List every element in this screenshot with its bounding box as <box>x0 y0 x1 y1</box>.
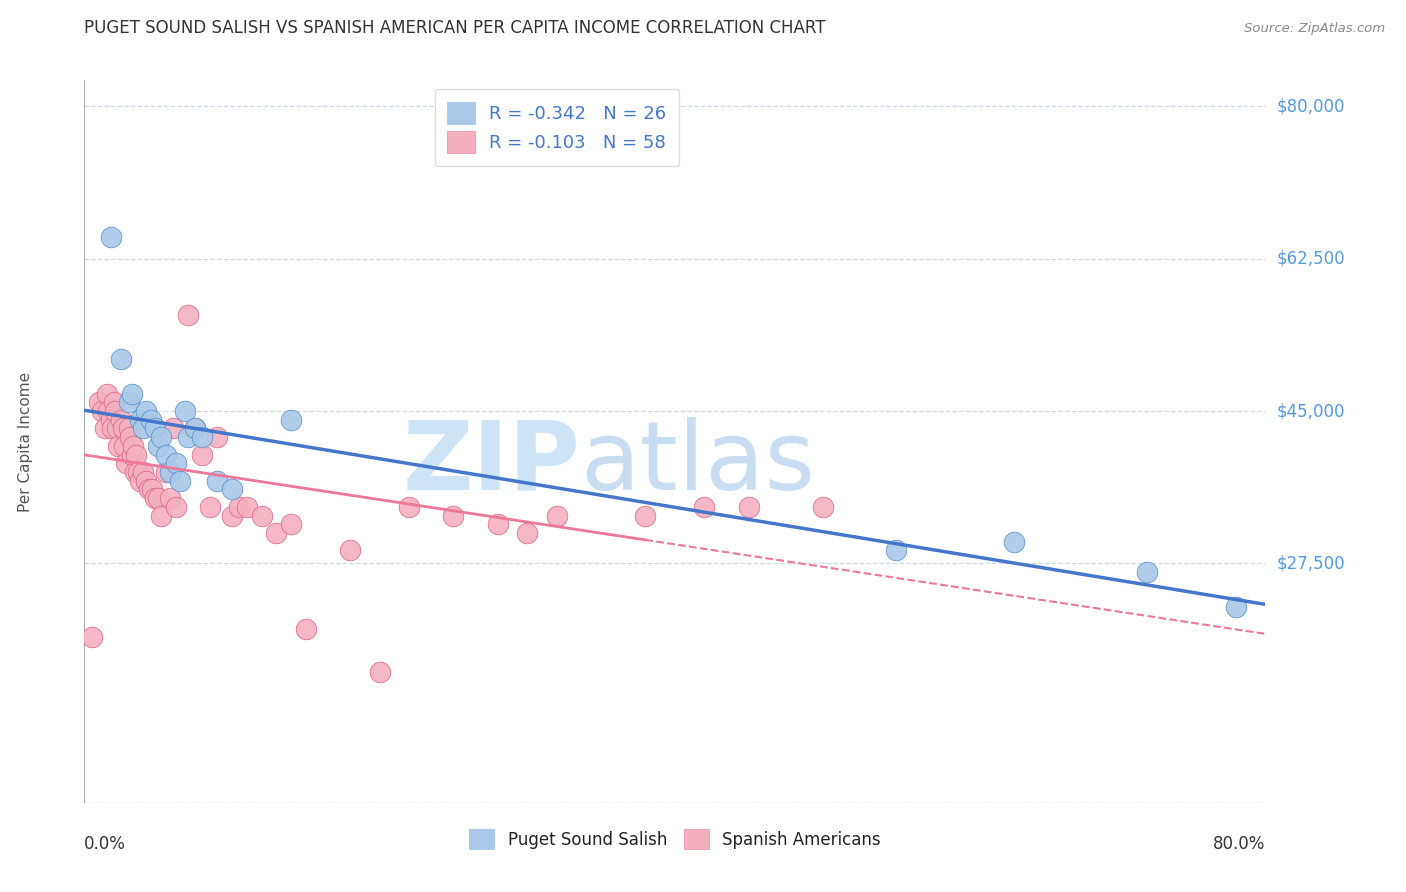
Point <box>143 491 166 505</box>
Point <box>129 474 152 488</box>
Point <box>738 500 761 514</box>
Point <box>221 508 243 523</box>
Point <box>280 517 302 532</box>
Point <box>124 465 146 479</box>
Point <box>155 448 177 462</box>
Point <box>143 421 166 435</box>
Point <box>546 508 568 523</box>
Point <box>105 421 128 435</box>
Text: $62,500: $62,500 <box>1277 250 1346 268</box>
Text: $27,500: $27,500 <box>1277 555 1346 573</box>
Point <box>91 404 114 418</box>
Point <box>104 404 127 418</box>
Point <box>207 474 229 488</box>
Text: 80.0%: 80.0% <box>1213 835 1265 854</box>
Point <box>398 500 420 514</box>
Point <box>96 386 118 401</box>
Point <box>1004 534 1026 549</box>
Point <box>135 404 157 418</box>
Point <box>122 439 145 453</box>
Text: atlas: atlas <box>581 417 815 509</box>
Point <box>486 517 509 532</box>
Point <box>148 439 170 453</box>
Point <box>129 413 152 427</box>
Point <box>103 395 125 409</box>
Point <box>139 413 162 427</box>
Point <box>228 500 250 514</box>
Point <box>516 525 538 540</box>
Point <box>94 421 117 435</box>
Point <box>184 421 207 435</box>
Text: $80,000: $80,000 <box>1277 97 1346 115</box>
Point <box>120 430 142 444</box>
Point <box>112 439 135 453</box>
Point <box>114 456 136 470</box>
Point <box>207 430 229 444</box>
Point <box>886 543 908 558</box>
Point <box>184 421 207 435</box>
Point <box>111 421 134 435</box>
Text: Per Capita Income: Per Capita Income <box>18 371 32 512</box>
Point <box>138 483 160 497</box>
Point <box>811 500 834 514</box>
Point <box>236 500 259 514</box>
Point <box>165 456 187 470</box>
Point <box>100 230 122 244</box>
Point <box>132 421 155 435</box>
Point <box>118 395 141 409</box>
Legend: Puget Sound Salish, Spanish Americans: Puget Sound Salish, Spanish Americans <box>460 819 890 860</box>
Text: 0.0%: 0.0% <box>84 835 127 854</box>
Text: $45,000: $45,000 <box>1277 402 1346 420</box>
Text: ZIP: ZIP <box>402 417 581 509</box>
Point <box>250 508 273 523</box>
Point <box>177 430 200 444</box>
Point <box>159 491 181 505</box>
Point <box>177 308 200 322</box>
Point <box>127 465 149 479</box>
Point <box>100 413 122 427</box>
Point <box>150 508 173 523</box>
Point <box>191 430 214 444</box>
Point <box>121 448 143 462</box>
Point <box>1225 599 1247 614</box>
Point <box>110 351 132 366</box>
Text: PUGET SOUND SALISH VS SPANISH AMERICAN PER CAPITA INCOME CORRELATION CHART: PUGET SOUND SALISH VS SPANISH AMERICAN P… <box>84 19 825 37</box>
Text: Source: ZipAtlas.com: Source: ZipAtlas.com <box>1244 22 1385 36</box>
Point <box>97 404 120 418</box>
Point <box>339 543 361 558</box>
Point <box>101 421 124 435</box>
Point <box>110 413 132 427</box>
Point <box>221 483 243 497</box>
Point <box>634 508 657 523</box>
Point <box>87 395 111 409</box>
Point <box>159 465 181 479</box>
Point <box>121 386 143 401</box>
Point <box>173 404 195 418</box>
Point <box>198 500 221 514</box>
Point <box>368 665 391 680</box>
Point <box>118 421 141 435</box>
Point <box>280 413 302 427</box>
Point <box>135 474 157 488</box>
Point <box>443 508 465 523</box>
Point <box>266 525 288 540</box>
Point <box>191 448 214 462</box>
Point <box>1136 565 1159 579</box>
Point <box>693 500 716 514</box>
Point <box>132 465 155 479</box>
Point <box>80 631 103 645</box>
Point <box>141 483 163 497</box>
Point <box>107 439 129 453</box>
Point <box>155 465 177 479</box>
Point <box>150 430 173 444</box>
Point <box>295 622 318 636</box>
Point <box>162 421 184 435</box>
Point <box>148 491 170 505</box>
Point <box>125 448 148 462</box>
Point <box>165 500 187 514</box>
Point <box>169 474 191 488</box>
